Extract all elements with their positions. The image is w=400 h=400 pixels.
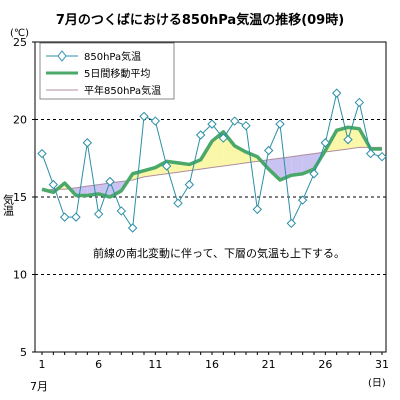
fill-above-normal <box>234 145 246 165</box>
data-point-850hpa-day-25 <box>309 169 319 179</box>
month-label: 7月 <box>30 380 48 393</box>
annotation-text: 前線の南北変動に伴って、下層の気温も上下する。 <box>93 246 345 260</box>
y-tick-label-20: 20 <box>13 114 27 127</box>
data-point-850hpa-day-7 <box>105 176 115 187</box>
fill-below-normal <box>280 156 292 180</box>
y-unit-label: (℃) <box>10 28 29 39</box>
y-tick-label-5: 5 <box>20 346 27 359</box>
data-point-850hpa-day-6 <box>93 209 104 219</box>
fill-below-normal <box>110 181 122 197</box>
data-point-850hpa-day-20 <box>252 204 263 215</box>
data-point-850hpa-day-5 <box>82 138 93 148</box>
fill-below-normal <box>268 158 280 180</box>
legend-label-moving-average: 5日間移動平均 <box>84 67 150 80</box>
data-point-850hpa-day-9 <box>127 223 138 233</box>
x-unit-label: (日) <box>368 378 386 389</box>
fill-below-normal <box>291 155 303 176</box>
data-point-850hpa-day-14 <box>184 179 195 190</box>
data-point-850hpa-day-23 <box>286 218 297 229</box>
data-point-850hpa-day-10 <box>139 111 149 122</box>
data-point-850hpa-day-3 <box>59 212 70 222</box>
data-point-850hpa-day-16 <box>207 119 217 129</box>
annotation-box: 前線の南北変動に伴って、下層の気温も上下する。 <box>83 240 356 266</box>
data-point-850hpa-day-29 <box>354 97 365 108</box>
y-tick-label-15: 15 <box>13 191 27 204</box>
x-tick-label-1: 1 <box>39 358 46 371</box>
x-tick-label-31: 31 <box>375 358 389 371</box>
legend-marker-850hpa <box>57 50 67 62</box>
data-point-850hpa-day-30 <box>365 148 376 159</box>
series-line-moving-average <box>41 125 382 199</box>
annotation-background <box>83 240 356 266</box>
data-point-850hpa-day-18 <box>229 116 240 126</box>
x-tick-label-6: 6 <box>95 358 102 371</box>
x-tick-label-16: 16 <box>205 358 219 371</box>
y-axis-label: 気温 <box>2 193 15 216</box>
fill-above-normal <box>336 127 348 151</box>
fill-above-normal <box>348 127 360 149</box>
data-point-850hpa-day-27 <box>331 88 342 98</box>
data-point-850hpa-day-1 <box>37 148 47 159</box>
legend-label-normal: 平年850hPa気温 <box>84 84 161 97</box>
legend-label-850hpa: 850hPa気温 <box>84 50 141 63</box>
chart-title: 7月のつくばにおける850hPa気温の推移(09時) <box>56 12 344 28</box>
data-point-850hpa-day-24 <box>297 195 308 205</box>
legend: 850hPa気温 5日間移動平均 平年850hPa気温 <box>39 42 175 100</box>
data-point-850hpa-day-15 <box>195 130 206 140</box>
data-point-850hpa-day-12 <box>161 161 172 171</box>
fill-below-normal <box>76 186 88 196</box>
data-point-850hpa-day-26 <box>320 138 331 148</box>
data-point-850hpa-day-21 <box>263 145 274 156</box>
data-point-850hpa-day-31 <box>377 151 387 162</box>
fill-above-normal <box>223 131 235 166</box>
y-tick-label-10: 10 <box>13 269 27 282</box>
data-point-850hpa-day-22 <box>275 119 285 129</box>
data-point-850hpa-day-4 <box>71 212 81 222</box>
data-point-850hpa-day-2 <box>48 179 59 190</box>
y-tick-label-25: 25 <box>13 36 27 49</box>
x-tick-label-26: 26 <box>318 358 332 371</box>
data-point-850hpa-day-8 <box>116 206 127 216</box>
data-point-850hpa-day-11 <box>150 116 161 126</box>
data-point-850hpa-day-17 <box>218 133 229 143</box>
data-point-850hpa-day-13 <box>173 198 183 208</box>
data-point-850hpa-day-28 <box>343 134 353 145</box>
data-point-850hpa-day-19 <box>241 120 251 131</box>
x-tick-label-11: 11 <box>148 358 162 371</box>
x-tick-label-21: 21 <box>262 358 276 371</box>
